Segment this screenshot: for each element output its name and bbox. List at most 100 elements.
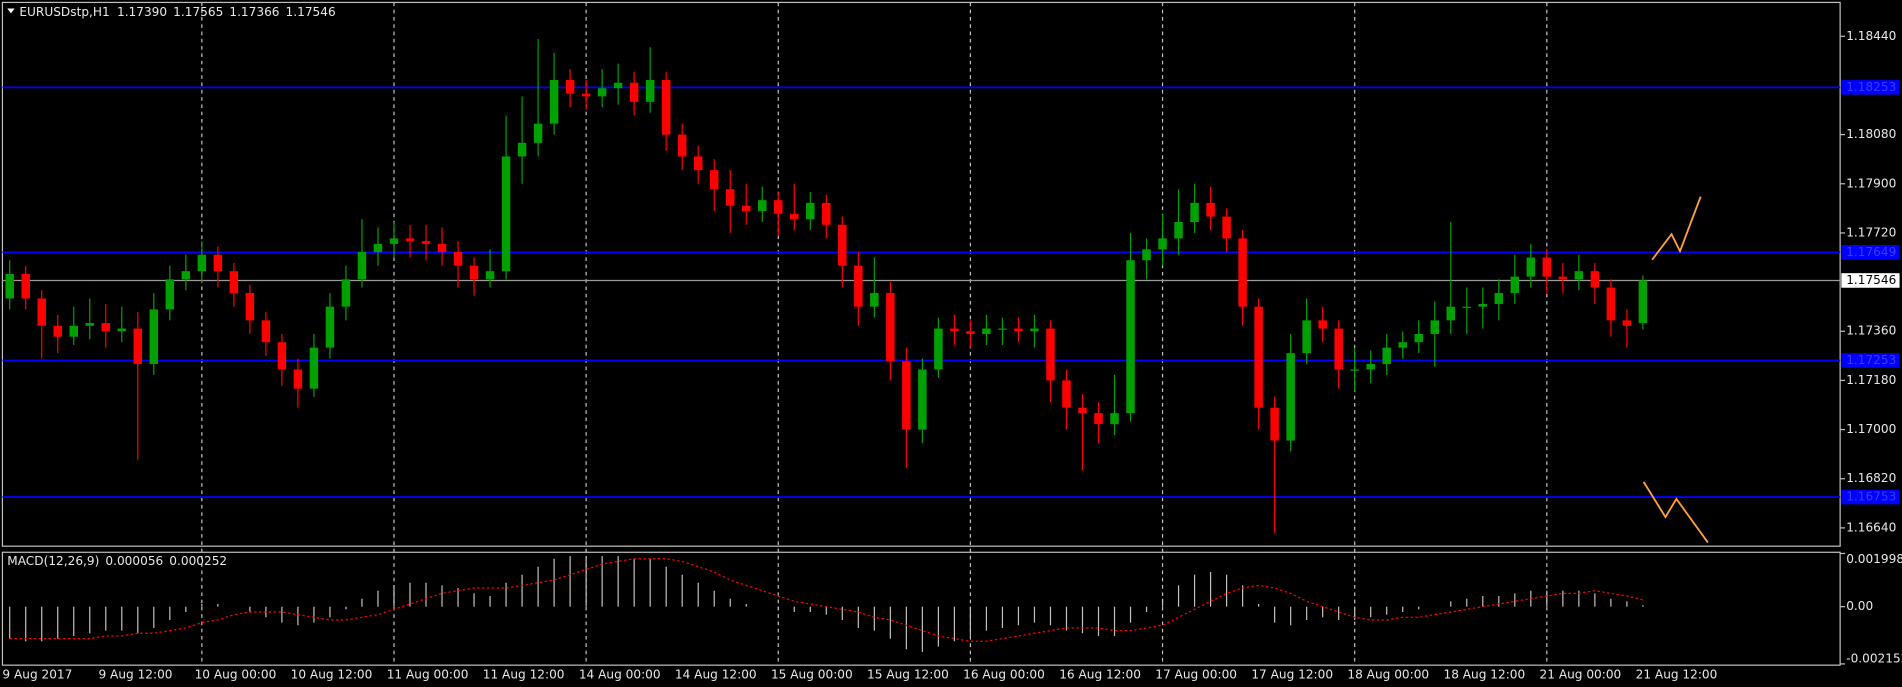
candle-body	[1462, 306, 1472, 308]
candle-body	[1094, 413, 1103, 425]
candle-body	[1366, 364, 1375, 370]
level-label: 1.18253	[1846, 80, 1896, 94]
y-tick-label: 1.18440	[1846, 29, 1896, 43]
candle-body	[325, 306, 335, 348]
candle-body	[1142, 249, 1151, 261]
x-tick-label: 15 Aug 00:00	[771, 667, 853, 681]
candle-body	[1606, 287, 1616, 321]
candle-body	[966, 331, 975, 334]
x-tick-label: 9 Aug 2017	[2, 667, 72, 681]
menu-triangle[interactable]	[7, 8, 15, 14]
candle-body	[886, 293, 895, 362]
candle-body	[1062, 380, 1071, 408]
candle-body	[1398, 342, 1407, 348]
candle-body	[389, 238, 399, 244]
candle-body	[741, 205, 751, 212]
x-tick-label: 17 Aug 00:00	[1155, 667, 1237, 681]
y-tick-label: 1.18080	[1846, 127, 1896, 141]
candle-body	[1318, 320, 1327, 329]
candle-body	[1430, 320, 1439, 334]
candle-body	[229, 271, 239, 294]
candle-body	[549, 79, 559, 124]
candle-body	[1590, 271, 1600, 288]
candle-body	[661, 79, 671, 135]
candle-body	[341, 279, 351, 307]
x-tick-label: 18 Aug 00:00	[1347, 667, 1429, 681]
signal-line	[9, 558, 1644, 642]
macd-header: MACD(12,26,9) 0.000056 0.000252	[7, 553, 227, 567]
candle-body	[1350, 369, 1359, 371]
candle-body	[677, 134, 687, 157]
macd-value-label: 0.000056	[105, 553, 163, 567]
candle-body	[838, 224, 847, 266]
candle-body	[597, 88, 607, 97]
candle-body	[261, 320, 271, 343]
candle-body	[822, 202, 831, 225]
candle-body	[133, 328, 143, 365]
y-tick-label: -0.002152	[1846, 652, 1902, 666]
candle-body	[117, 328, 127, 332]
candle-body	[934, 328, 943, 370]
candle-body	[1158, 238, 1167, 250]
x-tick-label: 14 Aug 12:00	[675, 667, 757, 681]
candle-body	[373, 243, 383, 253]
candle-body	[1014, 328, 1023, 332]
candle-body	[181, 271, 191, 280]
main-panel	[1, 1, 1841, 547]
level-label: 1.17649	[1846, 245, 1896, 259]
candle-body	[437, 243, 447, 253]
candle-body	[758, 200, 767, 212]
x-tick-label: 21 Aug 00:00	[1540, 667, 1622, 681]
open-label: 1.17390	[117, 5, 167, 19]
y-tick-label: 1.17900	[1846, 176, 1896, 190]
level-tag	[1841, 80, 1900, 95]
chart-header: EURUSDstp,H1 1.17390 1.17565 1.17366 1.17546	[19, 5, 335, 19]
candle-body	[245, 293, 255, 321]
candle-body	[1206, 202, 1215, 217]
y-tick-label: 1.17000	[1846, 422, 1896, 436]
candle-body	[1622, 320, 1632, 326]
candle-body	[469, 265, 479, 280]
x-tick-label: 16 Aug 12:00	[1059, 667, 1141, 681]
candle-body	[693, 156, 703, 171]
level-tag	[1841, 353, 1900, 368]
candle-body	[149, 309, 159, 365]
signal-value-label: 0.000252	[169, 553, 227, 567]
candle-body	[213, 254, 223, 272]
candle-body	[950, 328, 959, 332]
level-tag	[1841, 245, 1900, 260]
candle-body	[1046, 328, 1055, 381]
x-tick-label: 10 Aug 00:00	[195, 667, 277, 681]
candle-body	[918, 369, 927, 430]
macd-title: MACD(12,26,9)	[7, 553, 99, 567]
candle-body	[1574, 271, 1584, 280]
candle-body	[1382, 347, 1391, 365]
candle-body	[165, 279, 175, 310]
y-tick-label: 1.16640	[1846, 520, 1896, 534]
candle-body	[1254, 306, 1263, 408]
arrow-down-drawing	[1642, 481, 1709, 544]
candle-body	[101, 323, 111, 332]
candle-body	[1510, 276, 1520, 294]
x-tick-label: 11 Aug 00:00	[387, 667, 469, 681]
x-tick-label: 14 Aug 00:00	[579, 667, 661, 681]
candle-body	[293, 369, 303, 389]
candle-body	[1558, 276, 1568, 280]
candle-body	[1302, 320, 1311, 354]
x-tick-label: 21 Aug 12:00	[1636, 667, 1718, 681]
macd-panel	[1, 551, 1841, 666]
candle-body	[790, 213, 799, 220]
y-tick-label: 1.17360	[1846, 324, 1896, 338]
candle-body	[1174, 222, 1183, 239]
candle-body	[421, 241, 431, 244]
candle-body	[725, 189, 735, 206]
candle-body	[1190, 202, 1199, 223]
candle-body	[1414, 333, 1423, 343]
candle-body	[21, 273, 30, 299]
candle-body	[37, 298, 46, 326]
candle-body	[1078, 407, 1087, 414]
candle-body	[806, 202, 815, 220]
y-tick-label: 0.001998	[1846, 552, 1902, 566]
x-tick-label: 18 Aug 12:00	[1443, 667, 1525, 681]
